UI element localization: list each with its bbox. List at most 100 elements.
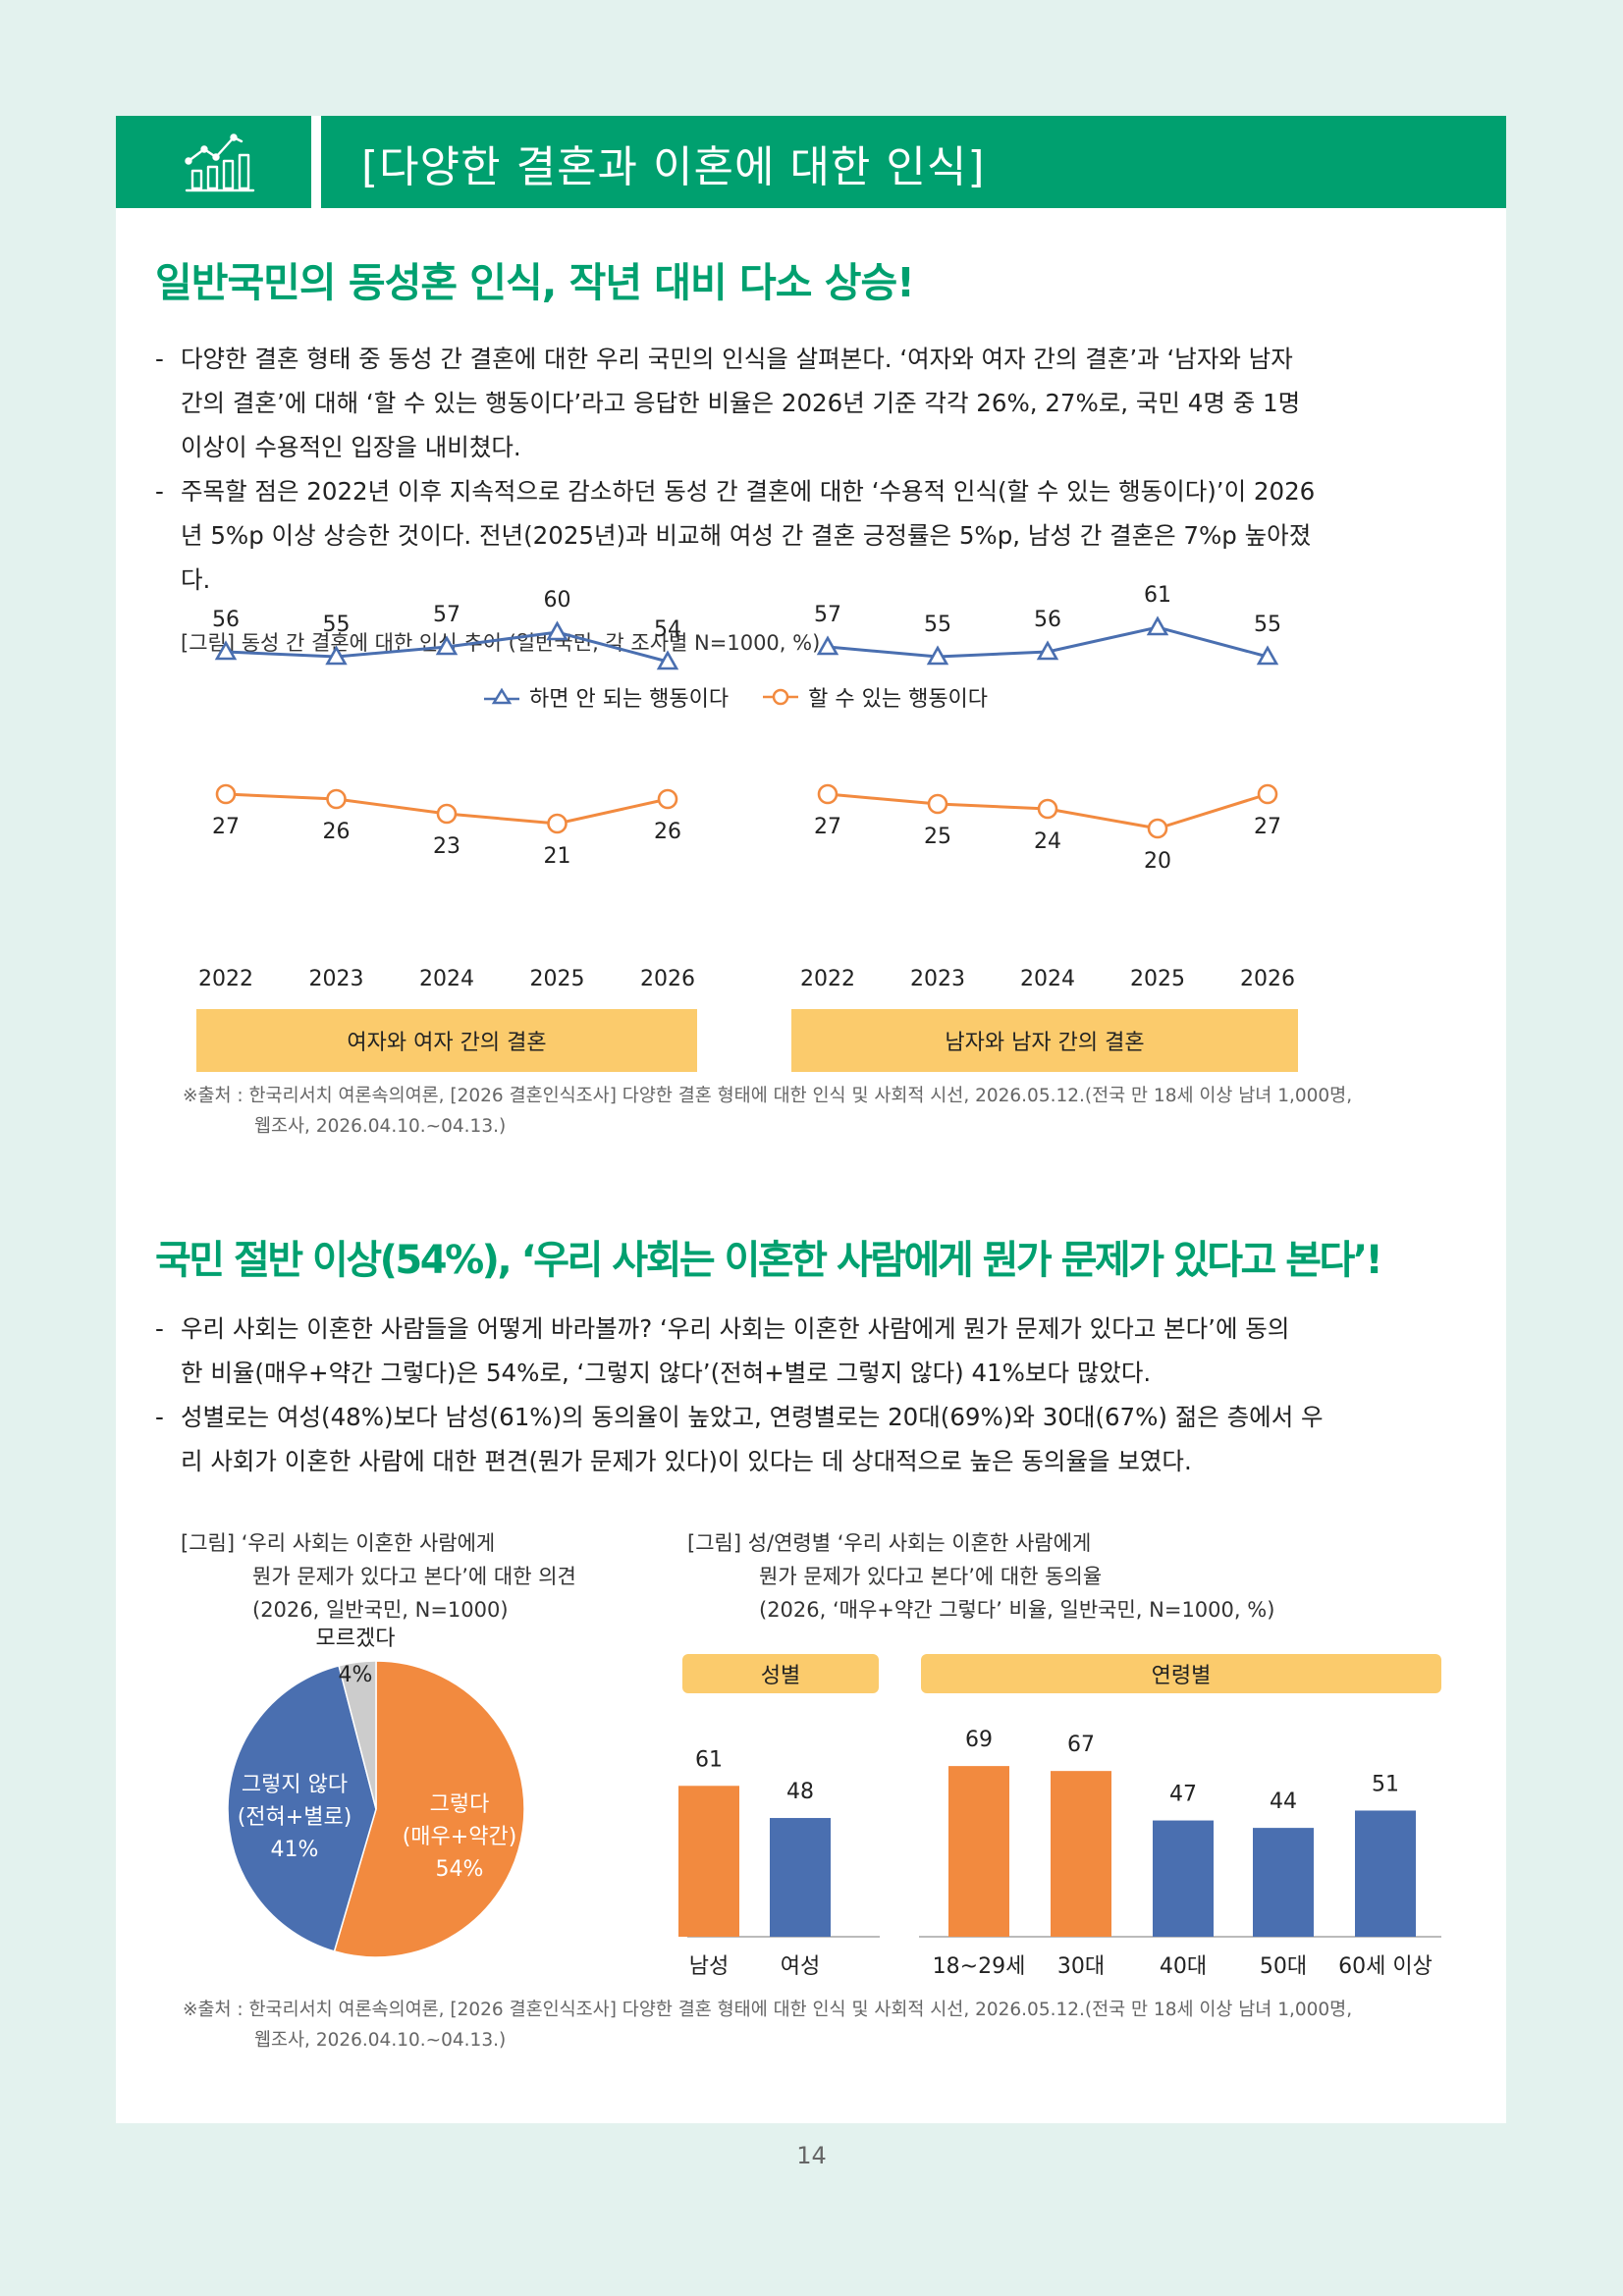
pie-slice-label: 4% <box>339 1663 373 1687</box>
x-tick-label: 2024 <box>419 967 474 991</box>
data-label: 25 <box>924 825 951 849</box>
data-label: 27 <box>212 815 240 839</box>
data-point-triangle <box>1256 645 1279 666</box>
bullet-line: 리 사회가 이혼한 사람에 대한 편견(뭔가 문제가 있다)이 있다는 데 상대… <box>181 1447 1192 1475</box>
x-tick-label: 2022 <box>198 967 253 991</box>
pie-slice <box>338 1660 377 1810</box>
data-label: 26 <box>654 820 681 844</box>
x-tick-label: 2024 <box>1020 967 1075 991</box>
data-point-circle <box>657 788 678 810</box>
x-tick-label: 2023 <box>309 967 364 991</box>
figure-caption-pie: [그림] ‘우리 사회는 이혼한 사람에게 뭔가 문제가 있다고 본다’에 대한… <box>181 1526 576 1627</box>
source-note: ※출처 : 한국리서치 여론속의여론, [2026 결혼인식조사] 다양한 결혼… <box>183 1995 1352 2056</box>
section1-heading: 일반국민의 동성혼 인식, 작년 대비 다소 상승! <box>155 259 915 306</box>
pie-slice-label: 그렇지 않다 <box>242 1773 348 1797</box>
triangle-marker-icon <box>484 687 519 705</box>
data-point-triangle <box>214 640 238 661</box>
bullet-line: 다. <box>181 565 211 594</box>
pie-slice <box>227 1664 377 1952</box>
x-tick-label: 2022 <box>800 967 855 991</box>
data-point-triangle <box>1146 615 1169 636</box>
data-point-circle <box>1037 798 1058 820</box>
bar <box>1051 1771 1111 1937</box>
data-label: 55 <box>924 613 951 637</box>
data-point-circle <box>326 788 347 810</box>
bullet-line: 이상이 수용적인 입장을 내비쳤다. <box>181 433 521 461</box>
data-point-triangle <box>656 650 679 670</box>
pie-slice-label: (매우+약간) <box>403 1825 517 1849</box>
data-point-circle <box>436 803 458 825</box>
legend-label: 할 수 있는 행동이다 <box>808 687 989 712</box>
x-tick-label: 2026 <box>640 967 695 991</box>
data-label: 57 <box>814 603 841 627</box>
pie-slice-label: 54% <box>436 1857 484 1882</box>
data-label: 57 <box>433 603 460 627</box>
bar-value-label: 44 <box>1270 1789 1297 1814</box>
caption-line: (2026, 일반국민, N=1000) <box>252 1598 509 1622</box>
source-line: ※출처 : 한국리서치 여론속의여론, [2026 결혼인식조사] 다양한 결혼… <box>183 1086 1353 1106</box>
data-label: 56 <box>212 608 240 632</box>
data-label: 54 <box>654 617 681 642</box>
pie-slice-label: 41% <box>271 1838 319 1862</box>
page-body: [다양한 결혼과 이혼에 대한 인식] 일반국민의 동성혼 인식, 작년 대비 … <box>116 116 1506 2123</box>
bullet-item: 다양한 결혼 형태 중 동성 간 결혼에 대한 우리 국민의 인식을 살펴본다.… <box>155 337 1500 469</box>
data-point-triangle <box>546 620 568 641</box>
figure-caption-line-chart: [그림] 동성 간 결혼에 대한 인식 추이 (일반국민, 각 조사별 N=10… <box>181 631 821 655</box>
bullet-line: 년 5%p 이상 상승한 것이다. 전년(2025년)과 비교해 여성 간 결혼… <box>181 521 1312 550</box>
data-label: 27 <box>1254 815 1281 839</box>
legend-label: 하면 안 되는 행동이다 <box>529 687 730 712</box>
data-point-circle <box>215 783 237 805</box>
bullet-line: 성별로는 여성(48%)보다 남성(61%)의 동의율이 높았고, 연령별로는 … <box>181 1403 1324 1431</box>
bar <box>1253 1828 1314 1937</box>
x-tick-label: 2025 <box>1130 967 1185 991</box>
pie-slice-label: 그렇다 <box>430 1792 490 1817</box>
figure-caption-bar: [그림] 성/연령별 ‘우리 사회는 이혼한 사람에게 뭔가 문제가 있다고 본… <box>687 1526 1274 1627</box>
source-line: 웹조사, 2026.04.10.~04.13.) <box>254 1116 507 1137</box>
bullet-item: 우리 사회는 이혼한 사람들을 어떻게 바라볼까? ‘우리 사회는 이혼한 사람… <box>155 1307 1500 1395</box>
bar <box>948 1766 1009 1937</box>
bar-value-label: 69 <box>965 1728 993 1752</box>
chart-category-label: 남자와 남자 간의 결혼 <box>791 1009 1298 1072</box>
data-point-circle <box>927 793 948 815</box>
source-note: ※출처 : 한국리서치 여론속의여론, [2026 결혼인식조사] 다양한 결혼… <box>183 1081 1352 1142</box>
bullet-line: 주목할 점은 2022년 이후 지속적으로 감소하던 동성 간 결혼에 대한 ‘… <box>181 477 1316 506</box>
data-label: 27 <box>814 815 841 839</box>
pie-slice-label: (전혀+별로) <box>238 1805 352 1830</box>
data-label: 21 <box>544 844 571 869</box>
data-point-triangle <box>1036 640 1059 661</box>
section1-bullets: 다양한 결혼 형태 중 동성 간 결혼에 대한 우리 국민의 인식을 살펴본다.… <box>155 337 1500 602</box>
bar-value-label: 67 <box>1067 1733 1095 1757</box>
chart-category-label: 여자와 여자 간의 결혼 <box>196 1009 697 1072</box>
pie-slice-label: 모르겠다 <box>316 1627 396 1651</box>
bar-group-label: 연령별 <box>921 1654 1441 1693</box>
bar-category-label: 30대 <box>1057 1954 1105 1979</box>
header-icon-box <box>116 116 311 208</box>
data-label: 20 <box>1144 849 1171 874</box>
x-tick-label: 2025 <box>530 967 585 991</box>
legend-item: 할 수 있는 행동이다 <box>763 681 988 713</box>
bar-value-label: 47 <box>1169 1783 1197 1807</box>
x-tick-label: 2023 <box>910 967 965 991</box>
bar-group-label: 성별 <box>682 1654 879 1693</box>
x-tick-label: 2026 <box>1240 967 1295 991</box>
bar-value-label: 61 <box>695 1747 723 1772</box>
pie-chart: 그렇다 (매우+약간) 54% 그렇지 않다 (전혀+별로) 41% 모르겠다 4% <box>227 1627 525 1958</box>
bar-category-label: 18~29세 <box>933 1954 1026 1979</box>
header-title: [다양한 결혼과 이혼에 대한 인식] <box>361 142 986 192</box>
bar <box>1153 1820 1214 1937</box>
bullet-line: 한 비율(매우+약간 그렇다)은 54%로, ‘그렇지 않다’(전혀+별로 그렇… <box>181 1359 1152 1387</box>
bar-value-label: 51 <box>1372 1772 1399 1796</box>
caption-line: [그림] 성/연령별 ‘우리 사회는 이혼한 사람에게 <box>687 1531 1092 1555</box>
data-point-triangle <box>325 645 348 666</box>
bar-category-label: 60세 이상 <box>1338 1954 1433 1979</box>
bullet-item: 주목할 점은 2022년 이후 지속적으로 감소하던 동성 간 결혼에 대한 ‘… <box>155 469 1500 602</box>
chart-legend: 하면 안 되는 행동이다 할 수 있는 행동이다 <box>484 681 1015 713</box>
bullet-line: 간의 결혼’에 대해 ‘할 수 있는 행동이다’라고 응답한 비율은 2026년… <box>181 389 1301 417</box>
pie-slice <box>333 1660 525 1958</box>
bar-category-label: 남성 <box>689 1954 729 1979</box>
data-point-triangle <box>926 645 949 666</box>
caption-line: [그림] ‘우리 사회는 이혼한 사람에게 <box>181 1531 496 1555</box>
bullet-item: 성별로는 여성(48%)보다 남성(61%)의 동의율이 높았고, 연령별로는 … <box>155 1395 1500 1483</box>
caption-line: 뭔가 문제가 있다고 본다’에 대한 의견 <box>252 1565 576 1588</box>
